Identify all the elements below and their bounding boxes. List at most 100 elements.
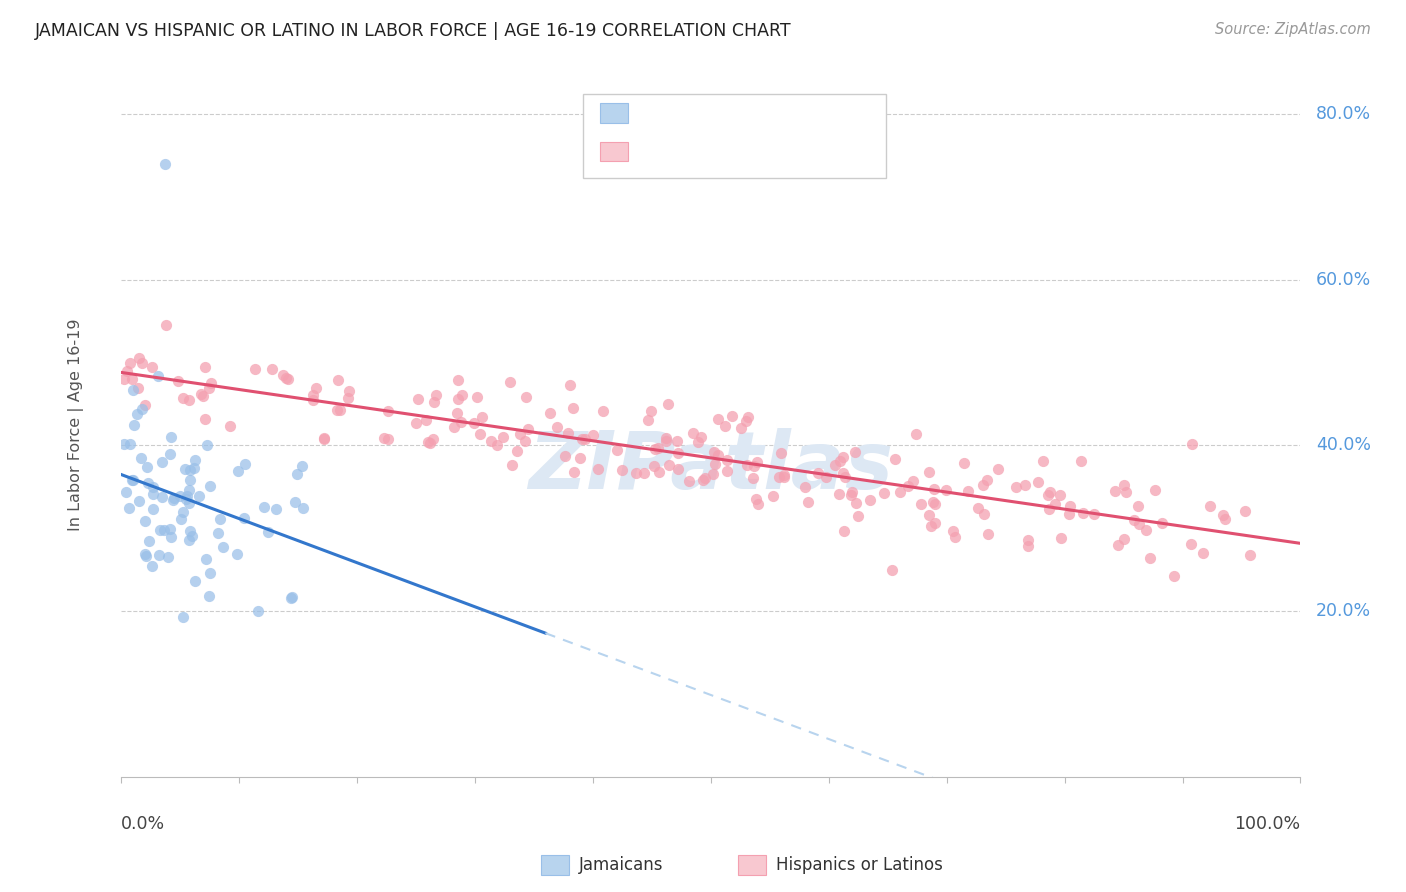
Point	[141, 558, 163, 573]
Point	[160, 430, 183, 444]
Point	[1057, 508, 1080, 522]
Point	[737, 409, 759, 424]
Point	[1112, 477, 1135, 491]
Point	[1128, 517, 1150, 532]
Point	[328, 374, 350, 388]
Point	[174, 462, 197, 476]
Point	[131, 402, 153, 417]
Point	[163, 491, 186, 506]
Point	[194, 359, 217, 374]
Point	[517, 422, 540, 436]
Point	[797, 495, 820, 509]
Point	[172, 391, 194, 405]
Point	[509, 426, 531, 441]
Point	[1038, 487, 1060, 501]
Point	[150, 490, 173, 504]
Point	[471, 409, 494, 424]
Point	[1083, 507, 1105, 521]
Point	[115, 364, 138, 378]
Point	[953, 456, 976, 470]
Point	[135, 549, 157, 563]
Point	[546, 420, 568, 434]
Point	[561, 401, 583, 415]
Point	[492, 430, 515, 444]
Point	[1014, 478, 1036, 492]
Point	[122, 417, 145, 432]
Point	[121, 473, 143, 487]
Point	[505, 444, 527, 458]
Point	[703, 445, 725, 459]
Point	[134, 547, 156, 561]
Point	[128, 351, 150, 366]
Point	[905, 427, 928, 442]
Point	[592, 404, 614, 418]
Point	[1192, 545, 1215, 559]
Point	[768, 470, 790, 484]
Point	[586, 462, 609, 476]
Point	[233, 511, 256, 525]
Point	[183, 574, 205, 588]
Point	[179, 463, 201, 477]
Point	[120, 356, 142, 370]
Point	[943, 530, 966, 544]
Point	[562, 466, 585, 480]
Point	[115, 484, 138, 499]
Point	[610, 463, 633, 477]
Point	[606, 443, 628, 458]
Point	[284, 495, 307, 509]
Point	[262, 362, 284, 376]
Point	[1180, 537, 1202, 551]
Point	[658, 458, 681, 472]
Text: 60.0%: 60.0%	[1316, 271, 1371, 289]
Point	[640, 404, 662, 418]
Point	[839, 488, 862, 502]
Point	[277, 372, 299, 386]
Point	[1038, 501, 1060, 516]
Point	[121, 372, 143, 386]
Point	[219, 419, 242, 434]
Point	[155, 318, 177, 333]
Point	[157, 550, 180, 565]
Point	[1112, 533, 1135, 547]
Point	[1163, 568, 1185, 582]
Point	[468, 427, 491, 442]
Point	[174, 491, 197, 506]
Point	[373, 431, 395, 445]
Point	[967, 500, 990, 515]
Point	[716, 453, 738, 467]
Point	[329, 402, 352, 417]
Point	[654, 434, 676, 449]
Point	[859, 493, 882, 508]
Point	[977, 527, 1000, 541]
Point	[159, 522, 181, 536]
Point	[647, 441, 669, 455]
Point	[179, 524, 201, 538]
Point	[1104, 483, 1126, 498]
Point	[1143, 483, 1166, 497]
Text: R = -0.373: R = -0.373	[640, 104, 730, 122]
Point	[167, 374, 190, 388]
Point	[326, 402, 349, 417]
Point	[897, 479, 920, 493]
Point	[181, 528, 204, 542]
Point	[246, 604, 269, 618]
Point	[773, 470, 796, 484]
Point	[1128, 499, 1150, 513]
Point	[226, 464, 249, 478]
Text: N = 76: N = 76	[748, 104, 810, 122]
Point	[665, 434, 688, 448]
Point	[281, 590, 304, 604]
Point	[160, 530, 183, 544]
Point	[177, 495, 200, 509]
Point	[742, 471, 765, 485]
Point	[159, 447, 181, 461]
Point	[730, 421, 752, 435]
Point	[574, 433, 596, 447]
Point	[418, 434, 440, 449]
Point	[772, 468, 794, 483]
Point	[450, 415, 472, 429]
Point	[582, 428, 605, 442]
Point	[942, 524, 965, 539]
Point	[162, 493, 184, 508]
Point	[973, 507, 995, 521]
